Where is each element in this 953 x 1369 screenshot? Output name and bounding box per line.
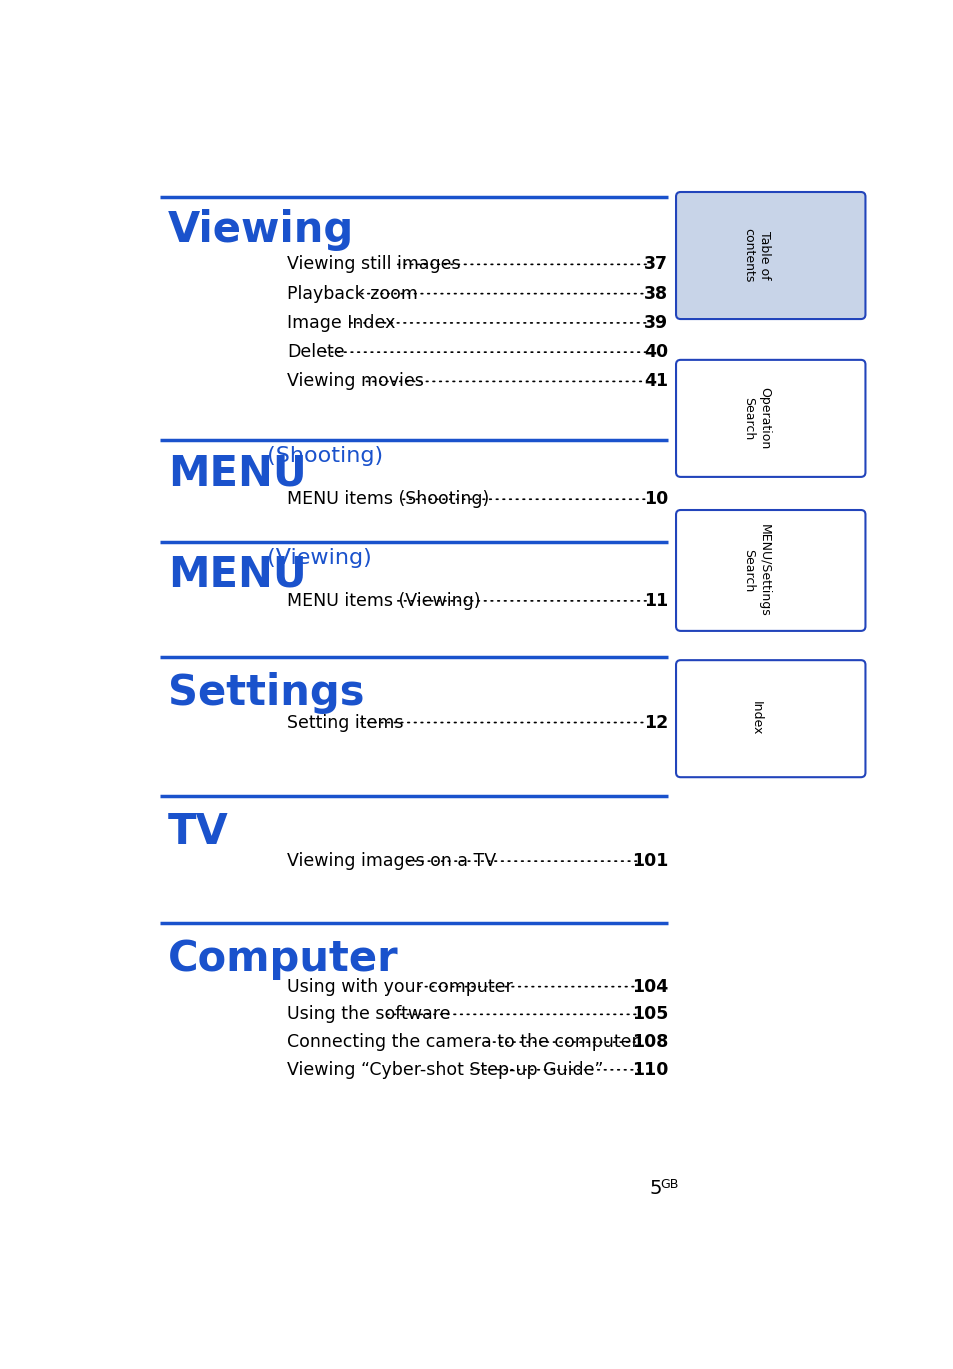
Text: 104: 104 [632,977,668,995]
Text: 10: 10 [643,490,668,508]
FancyBboxPatch shape [676,660,864,778]
Text: GB: GB [659,1179,678,1191]
Text: MENU items (Viewing): MENU items (Viewing) [287,591,480,609]
Text: Settings: Settings [168,672,364,715]
Text: Using with your computer: Using with your computer [287,977,513,995]
Text: 12: 12 [643,713,668,731]
Text: MENU/Settings
Search: MENU/Settings Search [741,524,770,617]
Text: Viewing still images: Viewing still images [287,256,460,274]
Text: 5: 5 [648,1179,660,1198]
Text: Setting items: Setting items [287,713,403,731]
Text: Delete: Delete [287,344,344,361]
Text: TV: TV [168,810,229,853]
Text: 39: 39 [643,314,668,331]
FancyBboxPatch shape [676,360,864,476]
Text: Viewing movies: Viewing movies [287,372,424,390]
Text: (Viewing): (Viewing) [260,548,372,568]
Text: 37: 37 [643,256,668,274]
Text: 110: 110 [631,1061,668,1079]
Text: Operation
Search: Operation Search [741,387,770,449]
Text: 105: 105 [631,1005,668,1024]
FancyBboxPatch shape [676,511,864,631]
Text: (Shooting): (Shooting) [260,446,383,465]
Text: 40: 40 [643,344,668,361]
Text: Image Index: Image Index [287,314,395,331]
Text: MENU items (Shooting): MENU items (Shooting) [287,490,489,508]
Text: Viewing: Viewing [168,209,354,251]
Text: 108: 108 [631,1034,668,1051]
Text: MENU: MENU [168,452,306,494]
Text: Playback zoom: Playback zoom [287,285,417,303]
Text: Table of
contents: Table of contents [741,229,770,283]
Text: 38: 38 [643,285,668,303]
Text: 11: 11 [643,591,668,609]
Text: Connecting the camera to the computer: Connecting the camera to the computer [287,1034,639,1051]
Text: Computer: Computer [168,938,398,980]
Text: Viewing “Cyber-shot Step-up Guide”: Viewing “Cyber-shot Step-up Guide” [287,1061,603,1079]
Text: Viewing images on a TV: Viewing images on a TV [287,852,496,871]
FancyBboxPatch shape [676,192,864,319]
Text: 41: 41 [643,372,668,390]
Text: Using the software: Using the software [287,1005,450,1024]
Text: MENU: MENU [168,554,306,596]
Text: 101: 101 [631,852,668,871]
Text: Index: Index [749,701,762,737]
